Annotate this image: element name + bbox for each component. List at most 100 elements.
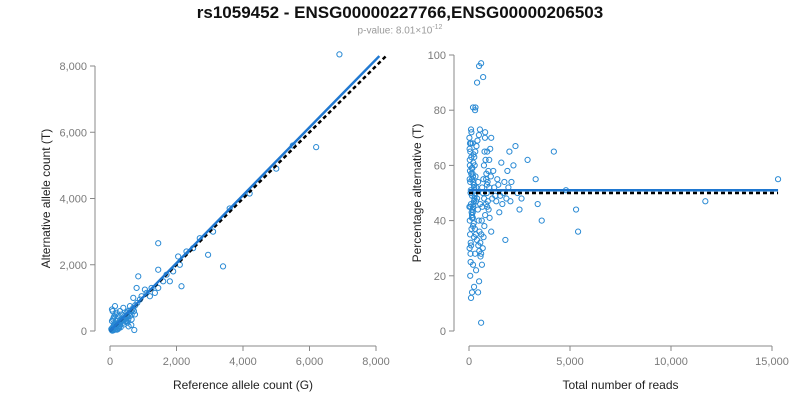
chart1-x-tick-label: 6,000 xyxy=(296,356,324,368)
chart1-y-tick-label: 2,000 xyxy=(59,260,87,272)
chart2-data-point xyxy=(467,250,474,257)
chart1-x-tick-label: 8,000 xyxy=(362,356,390,368)
chart1-data-point xyxy=(175,253,182,260)
chart1-data-point xyxy=(133,284,140,292)
chart2-y-tick-label: 0 xyxy=(440,326,446,338)
chart2-data-point xyxy=(476,278,483,285)
chart1-data-point xyxy=(219,263,227,270)
chart2-data-point xyxy=(480,162,488,169)
chart2-data-point xyxy=(518,195,525,202)
chart2-data-point xyxy=(468,154,475,161)
chart2-data-point xyxy=(477,253,484,260)
p-value-exponent: -12 xyxy=(432,24,443,31)
chart2-data-point xyxy=(481,195,488,202)
chart2-data-point xyxy=(468,242,475,249)
chart2-data-point xyxy=(508,178,515,186)
chart1-data-point xyxy=(146,293,153,300)
chart2-data-point xyxy=(480,73,487,81)
chart2-data-point xyxy=(484,198,491,205)
chart2-data-point xyxy=(550,148,557,155)
chart1-data-point xyxy=(135,273,142,280)
chart2-data-point xyxy=(476,62,483,70)
chart2-data-point xyxy=(478,319,485,326)
chart1-y-axis-label: Alternative allele count (T) xyxy=(39,129,53,268)
chart2-data-point xyxy=(572,206,580,213)
chart2-data-point xyxy=(532,176,539,183)
chart2-data-point xyxy=(472,267,480,274)
chart2-data-point xyxy=(471,192,478,199)
chart1-data-point xyxy=(155,284,162,292)
chart2-y-tick-label: 40 xyxy=(434,216,446,228)
chart1-data-point xyxy=(131,326,138,334)
chart2-y-tick-label: 20 xyxy=(434,271,446,283)
chart2-data-point xyxy=(493,198,500,205)
chart1-x-tick-label: 0 xyxy=(107,356,113,368)
chart2-data-point xyxy=(467,272,474,279)
chart1-data-point xyxy=(141,286,149,293)
chart2-y-tick-label: 80 xyxy=(434,105,446,117)
chart2-data-point xyxy=(469,170,476,177)
chart2-data-point xyxy=(496,209,503,216)
chart2-x-tick-label: 0 xyxy=(466,356,472,368)
chart1-data-point xyxy=(313,144,320,151)
chart2-data-point xyxy=(466,134,473,141)
chart2-data-point xyxy=(481,148,488,155)
chart2-data-point xyxy=(479,203,486,210)
chart2-y-axis-label: Percentage alternative (T) xyxy=(410,124,424,263)
chart2-data-point xyxy=(474,137,481,144)
chart2-data-point xyxy=(471,250,479,257)
chart1-data-point xyxy=(116,308,124,315)
chart2-data-point xyxy=(467,294,475,301)
chart2-data-point xyxy=(468,225,475,232)
chart2-data-point xyxy=(524,156,531,163)
chart2-data-point xyxy=(473,142,480,150)
chart1-data-point xyxy=(111,312,118,320)
chart2-data-point xyxy=(487,145,494,152)
chart2-data-point xyxy=(502,236,509,244)
chart2-data-point xyxy=(482,156,489,163)
chart1-data-point xyxy=(336,51,343,58)
p-value-subtitle: p-value: 8.01×10-12 xyxy=(0,24,800,36)
chart2-data-point xyxy=(486,156,493,163)
chart2-data-point xyxy=(495,181,502,188)
chart2-data-point xyxy=(478,261,486,268)
chart2-x-axis-label: Total number of reads xyxy=(562,378,678,392)
chart2-data-point xyxy=(504,167,511,175)
chart2-data-point xyxy=(475,131,482,139)
chart2-data-point xyxy=(485,206,492,213)
chart2-data-point xyxy=(473,236,480,244)
chart2-data-point xyxy=(494,176,501,183)
chart2-data-point xyxy=(483,181,491,188)
chart2-data-point xyxy=(481,134,489,141)
chart2-data-point xyxy=(480,176,487,183)
chart2-x-tick-label: 5,000 xyxy=(556,356,584,368)
chart2-data-point xyxy=(499,200,506,208)
chart1-data-point xyxy=(120,304,127,311)
chart2-x-tick-label: 15,000 xyxy=(755,356,789,368)
chart2-data-point xyxy=(470,283,478,290)
chart2-data-point xyxy=(467,140,475,147)
chart2-data-point xyxy=(488,134,495,141)
chart1-data-point xyxy=(117,324,124,331)
chart1-data-point xyxy=(111,303,119,310)
chart2-data-point xyxy=(474,289,482,296)
chart2-data-point xyxy=(488,228,495,235)
chart1-data-point xyxy=(155,266,162,273)
chart2-data-point xyxy=(516,206,523,213)
chart1-y-tick-label: 6,000 xyxy=(59,127,87,139)
chart2-data-point xyxy=(538,217,545,224)
chart2-data-point xyxy=(510,162,517,169)
chart2-data-point xyxy=(489,195,496,202)
chart2-data-point xyxy=(487,173,494,180)
chart2-data-point xyxy=(498,159,505,166)
chart2-data-point xyxy=(574,228,582,235)
chart2-data-point xyxy=(501,178,508,186)
chart2-data-point xyxy=(473,79,481,86)
chart2-data-point xyxy=(512,142,519,150)
chart2-data-point xyxy=(507,198,514,205)
chart-title: rs1059452 - ENSG00000227766,ENSG00000206… xyxy=(196,3,604,22)
chart1-data-point xyxy=(178,283,185,290)
chart2-data-point xyxy=(486,214,493,221)
chart2-data-point xyxy=(483,170,490,177)
